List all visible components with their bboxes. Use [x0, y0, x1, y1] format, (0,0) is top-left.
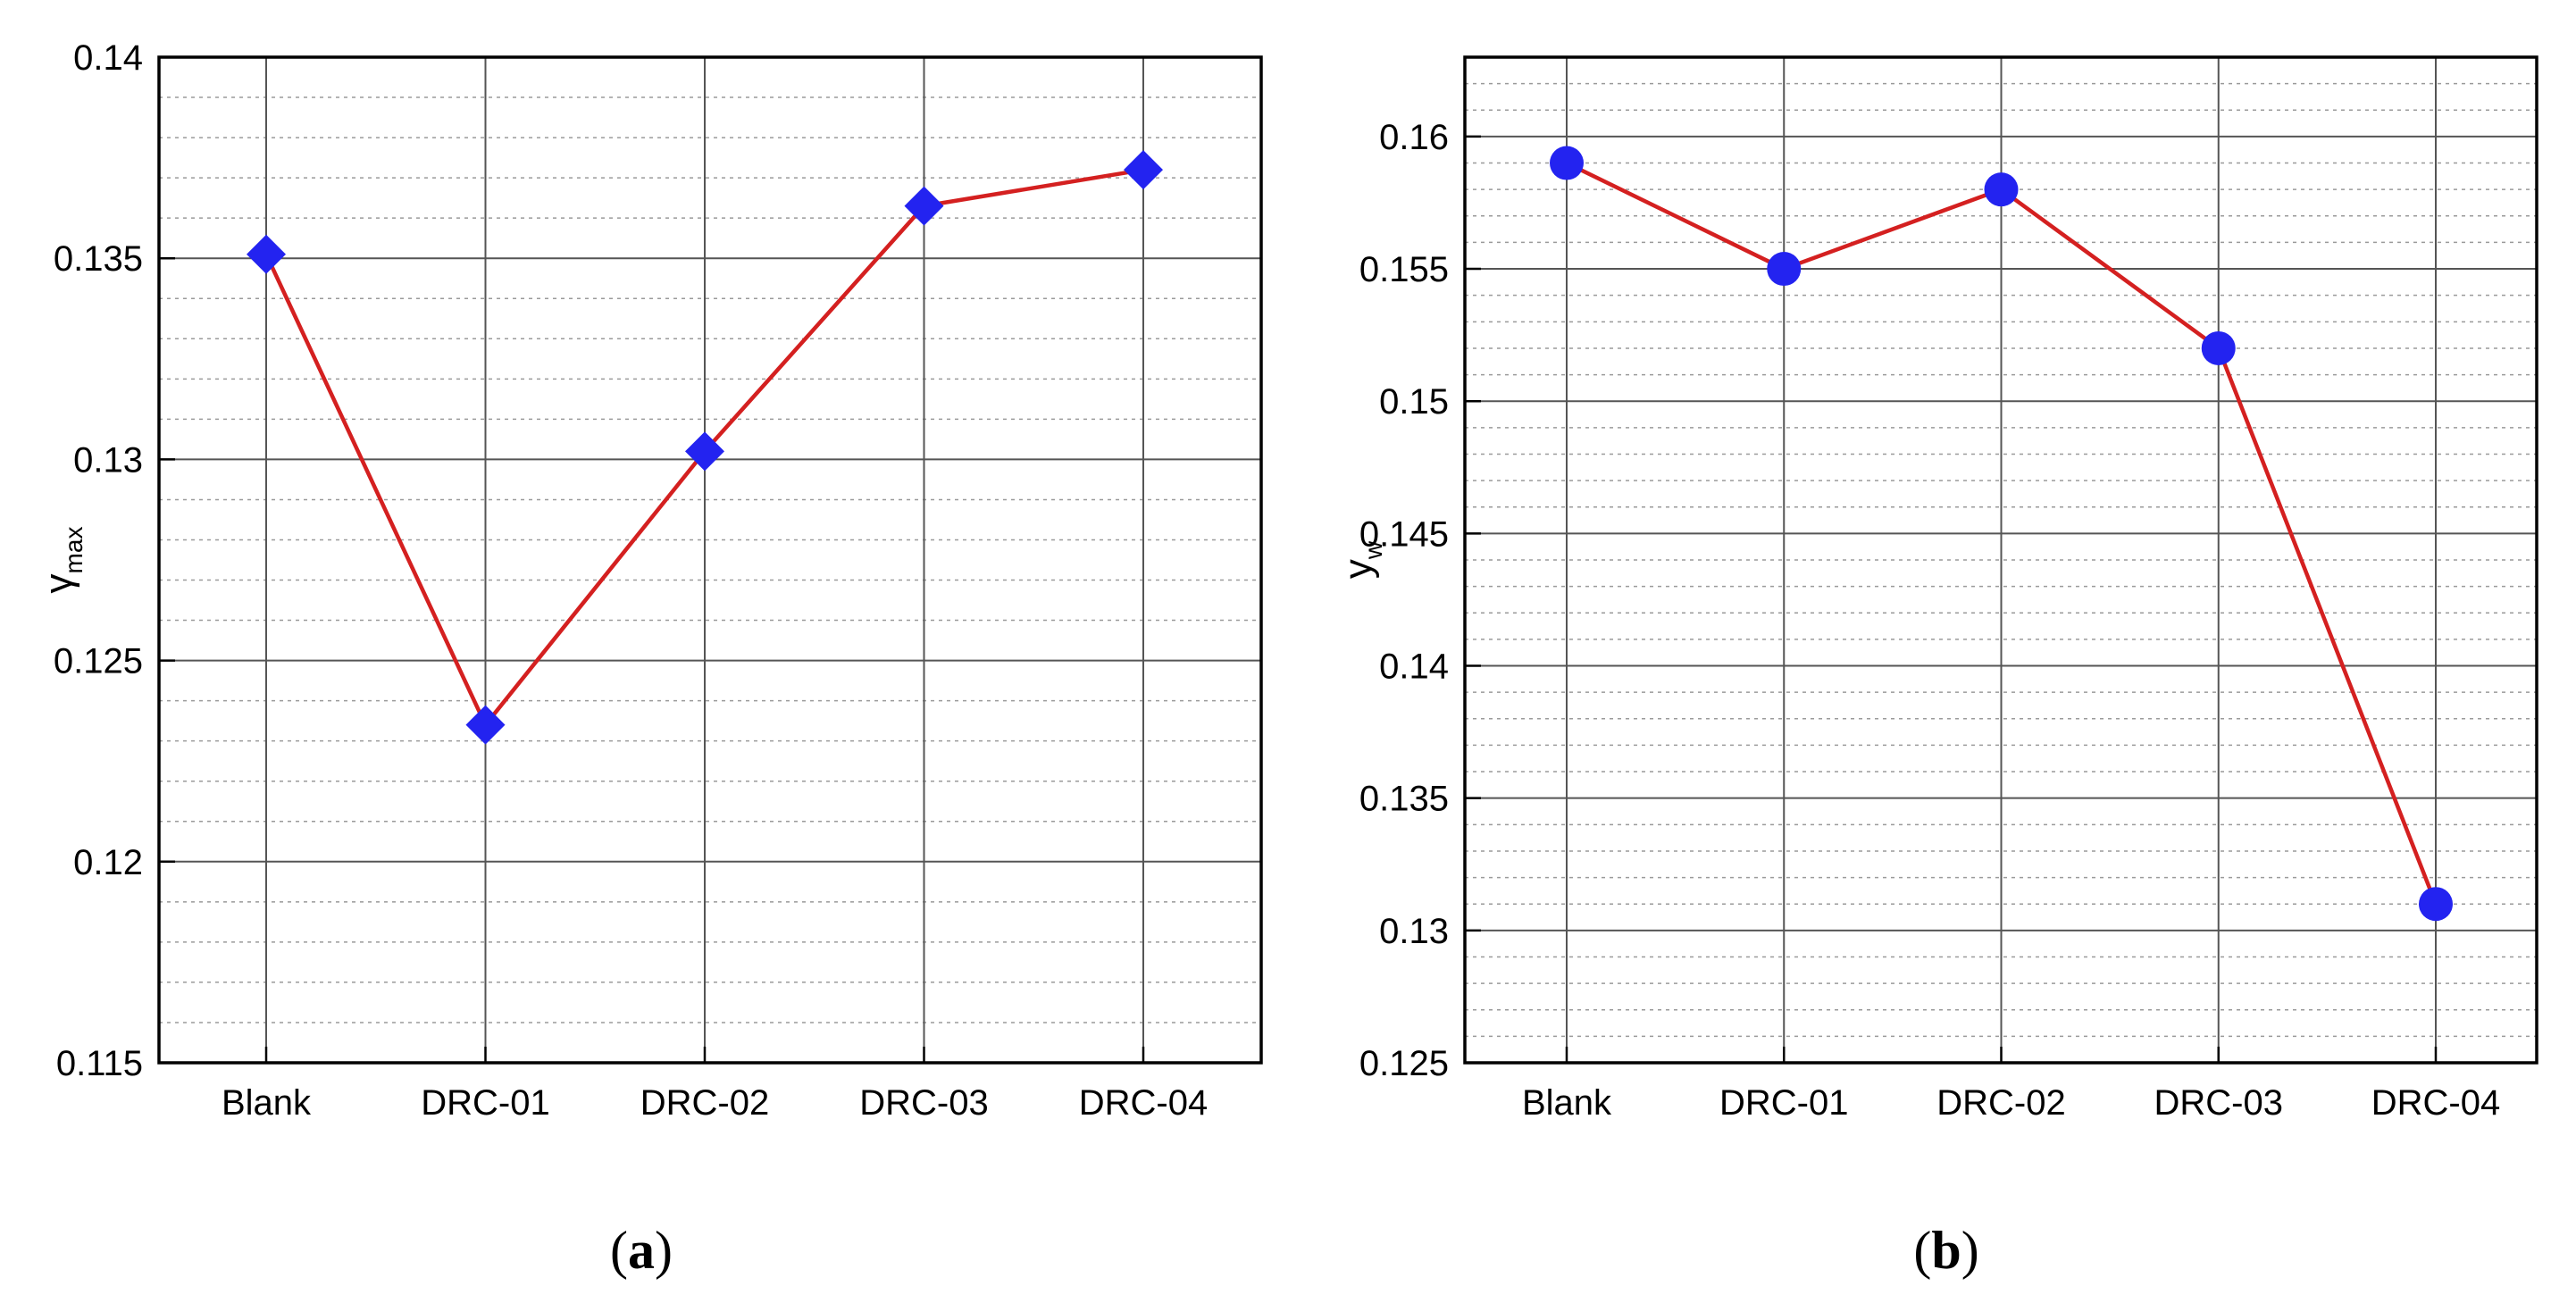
x-tick-label: DRC-02 — [640, 1083, 769, 1123]
data-point — [1550, 146, 1584, 180]
data-point — [465, 705, 506, 745]
panel-caption: (b) — [1913, 1221, 1978, 1280]
panel-a: 0.115 0.12 0.125 0.13 0.135 0.14 Blank DRC-01 DR… — [37, 38, 1263, 1280]
y-tick-label: 0.16 — [1379, 118, 1449, 157]
x-tick-label: Blank — [222, 1083, 312, 1123]
panel-caption-letter: b — [1931, 1221, 1961, 1280]
x-tick-label: DRC-04 — [2371, 1083, 2500, 1123]
y-tick-label: 0.125 — [1359, 1044, 1449, 1083]
y-tick-label: 0.14 — [73, 38, 143, 78]
data-point — [1767, 252, 1802, 287]
y-tick-label: 0.12 — [73, 843, 143, 882]
x-tick-label: DRC-03 — [859, 1083, 988, 1123]
panel-b: 0.125 0.13 0.135 0.14 0.145 0.15 0.155 0.16 Blan… — [1336, 55, 2538, 1280]
data-point — [685, 431, 724, 472]
y-axis-label-sub: max — [60, 527, 88, 574]
data-point — [904, 186, 944, 226]
data-point — [1984, 172, 2019, 207]
data-point — [1124, 150, 1163, 190]
y-tick-label: 0.14 — [1379, 647, 1449, 687]
x-tick-label: DRC-02 — [1936, 1083, 2065, 1123]
y-tick-label: 0.135 — [54, 239, 143, 279]
data-point — [2419, 887, 2453, 922]
y-axis-label-sub: w — [1359, 540, 1387, 560]
x-tick-label: DRC-04 — [1079, 1083, 1208, 1123]
y-axis-label: yw — [1336, 540, 1387, 579]
x-tick-label: DRC-01 — [421, 1083, 549, 1123]
panel-caption: (a) — [610, 1221, 673, 1280]
y-tick-label: 0.13 — [1379, 912, 1449, 951]
y-axis-label-main: γ — [37, 573, 80, 593]
data-point — [247, 234, 286, 274]
plot-frame — [1463, 55, 2538, 1065]
data-point — [2201, 330, 2236, 365]
y-tick-label: 0.125 — [54, 642, 143, 681]
y-axis-label-main: y — [1336, 559, 1380, 579]
y-tick-label: 0.155 — [1359, 250, 1449, 289]
y-axis-label: γmax — [37, 527, 88, 594]
y-tick-label: 0.145 — [1359, 514, 1449, 554]
plot-frame — [157, 55, 1263, 1065]
y-tick-label: 0.115 — [56, 1044, 143, 1083]
y-tick-label: 0.135 — [1359, 780, 1449, 819]
y-tick-label: 0.13 — [73, 440, 143, 480]
x-tick-label: DRC-01 — [1719, 1083, 1848, 1123]
x-tick-label: DRC-03 — [2154, 1083, 2283, 1123]
y-tick-label: 0.15 — [1379, 382, 1449, 422]
panel-caption-letter: a — [628, 1221, 655, 1280]
x-tick-label: Blank — [1522, 1083, 1612, 1123]
